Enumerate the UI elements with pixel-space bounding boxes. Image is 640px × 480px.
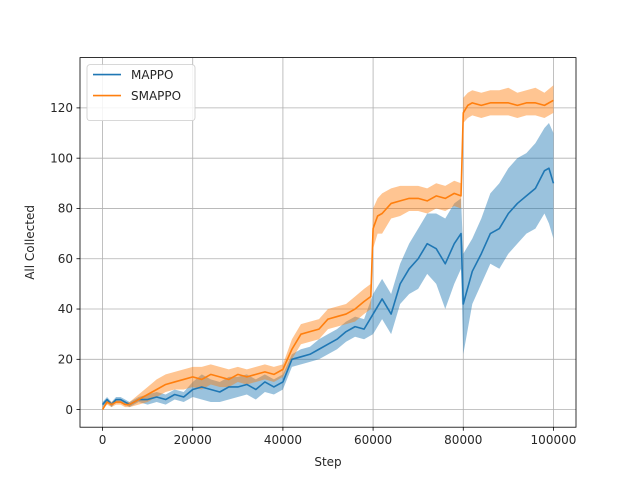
y-tick-label: 20 <box>58 353 73 367</box>
x-tick-label: 100000 <box>531 433 577 447</box>
confidence-bands <box>102 85 554 410</box>
mappo-legend-label: MAPPO <box>131 68 173 82</box>
y-tick-label: 80 <box>58 202 73 216</box>
x-tick-label: 60000 <box>354 433 392 447</box>
y-tick-label: 0 <box>65 403 73 417</box>
x-tick-label: 80000 <box>444 433 482 447</box>
x-tick-label: 40000 <box>264 433 302 447</box>
y-tick-label: 60 <box>58 252 73 266</box>
x-tick-label: 20000 <box>174 433 212 447</box>
smappo-legend-label: SMAPPO <box>131 89 181 103</box>
axis-ticks: 0 20000 40000 60000 80000 100000 0 20 40 60 80 100 1… <box>50 101 576 447</box>
x-axis-label: Step <box>314 455 341 469</box>
plot-frame <box>79 57 577 428</box>
mappo-band <box>102 122 554 408</box>
mappo-line <box>101 167 555 406</box>
y-axis-label: All Collected <box>23 205 37 280</box>
y-tick-label: 120 <box>50 101 73 115</box>
y-tick-label: 40 <box>58 302 73 316</box>
x-tick-label: 0 <box>99 433 107 447</box>
smappo-line <box>101 99 554 411</box>
legend: MAPPO SMAPPO <box>86 64 196 121</box>
legend-box <box>86 64 196 121</box>
series-lines <box>101 99 555 411</box>
y-tick-label: 100 <box>50 151 73 165</box>
